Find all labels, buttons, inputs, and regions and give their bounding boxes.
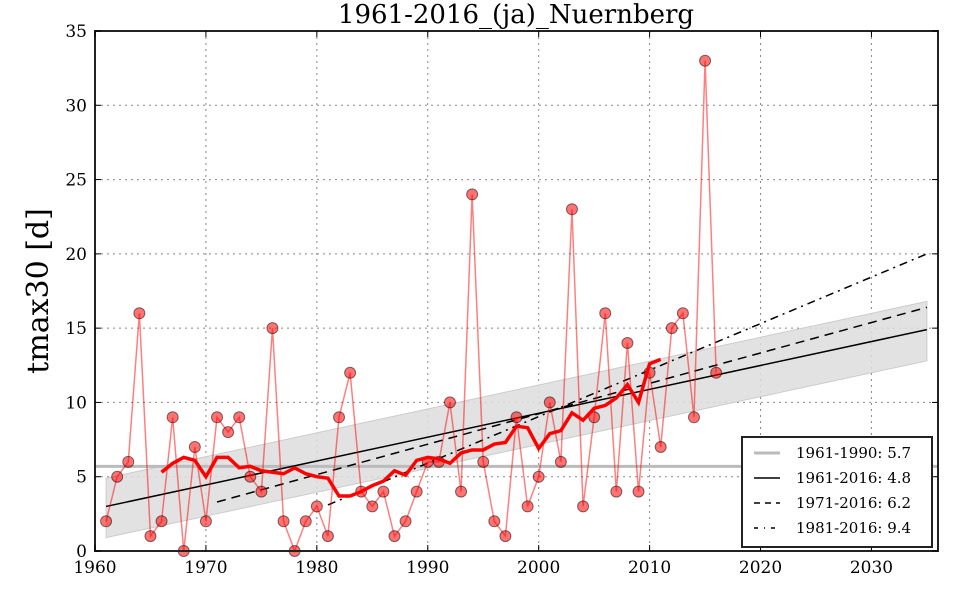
legend: 1961-1990: 5.7 1961-2016: 4.8 1971-2016: 6… [741,436,933,548]
trend-line-dashdot [327,253,928,506]
y-tick-label: 25 [65,171,87,191]
data-point [521,500,534,513]
y-tick-label: 30 [65,96,87,116]
y-tick-label: 35 [65,22,87,42]
data-point [366,500,379,513]
x-tick-label: 1970 [184,558,227,578]
data-point [543,396,556,409]
data-point [233,411,246,424]
legend-label: 1981-2016: 9.4 [796,519,911,537]
data-point [665,322,678,335]
observations-group [100,54,723,557]
x-axis-ticks: 1960 1970 1980 1990 2000 2010 2020 2030 [73,31,893,578]
y-tick-label: 5 [76,468,87,488]
x-tick-label: 2020 [739,558,782,578]
data-point [676,307,689,320]
data-point [310,500,323,513]
data-point [122,455,135,468]
data-point [466,188,479,201]
data-point [333,411,346,424]
data-point [166,411,179,424]
data-point [588,411,601,424]
data-point [188,441,201,453]
x-tick-label: 2030 [850,558,893,578]
x-tick-label: 1960 [73,558,116,578]
data-point [266,322,279,335]
y-tick-label: 15 [65,319,87,339]
data-point [199,515,212,528]
data-point [144,530,157,543]
data-point [277,515,290,528]
data-point [443,396,456,409]
data-point [488,515,501,528]
y-axis-label: tmax30 [d] [21,208,56,374]
data-point [211,411,224,424]
data-point [699,54,712,67]
data-point [255,485,268,498]
data-point [554,455,567,468]
data-point [410,485,423,498]
x-tick-label: 1990 [406,558,449,578]
y-axis-ticks: 0 5 10 15 20 25 30 35 [65,22,938,562]
plot-frame [94,30,939,552]
data-point [111,470,124,483]
y-tick-label: 10 [65,393,87,413]
data-point [455,485,468,498]
trend-line-dashed [216,306,928,503]
legend-label: 1961-2016: 4.8 [796,469,911,487]
data-point [632,485,645,498]
data-point [222,426,235,439]
data-point [565,203,578,216]
moving-average-group [160,357,662,498]
x-tick-label: 2010 [628,558,671,578]
x-tick-label: 2000 [517,558,560,578]
data-point [133,307,146,320]
data-point [499,530,512,543]
data-point [388,530,401,543]
data-point [299,515,312,528]
data-point [710,366,723,379]
legend-label: 1961-1990: 5.7 [796,444,911,462]
plot-border [94,30,939,552]
data-point [687,411,700,424]
data-point [532,470,545,483]
moving-average-line [160,357,662,498]
y-tick-label: 0 [76,542,87,562]
legend-label: 1971-2016: 6.2 [796,494,911,512]
data-point [244,470,257,483]
data-point [100,515,113,528]
data-point [654,441,667,453]
data-point [477,455,490,468]
data-point [621,337,634,349]
data-point [577,500,590,513]
chart-title: 1961-2016_(ja)_Nuernberg [338,0,694,30]
data-point [599,307,612,320]
data-point [399,515,412,528]
data-point [321,530,334,543]
x-tick-label: 1980 [295,558,338,578]
data-point [377,485,390,498]
observations-line [105,60,717,554]
data-point [155,515,168,528]
data-point [344,366,357,379]
data-point [510,411,523,424]
data-point [610,485,623,498]
y-tick-label: 20 [65,245,87,265]
